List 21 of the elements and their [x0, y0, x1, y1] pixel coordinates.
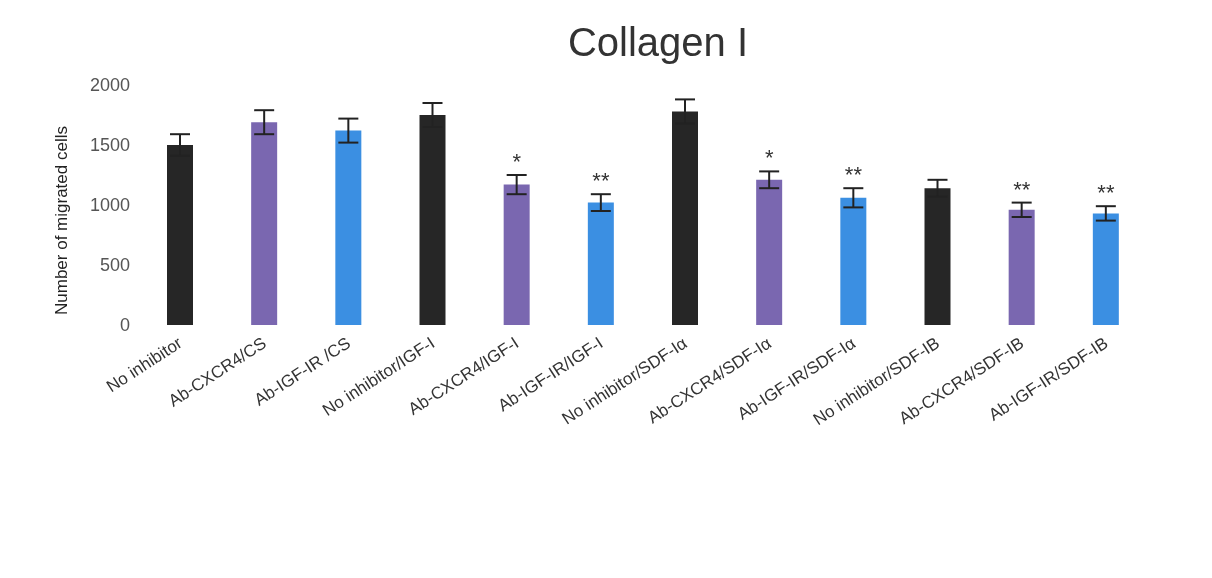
annotation: **: [1013, 176, 1031, 202]
bar: [503, 184, 530, 325]
annotation: **: [1097, 180, 1115, 206]
bar: [1092, 213, 1119, 325]
y-tick-label: 2000: [89, 75, 130, 96]
annotation: *: [512, 149, 522, 174]
chart-title: Collagen I: [566, 20, 750, 65]
bar: [756, 179, 783, 325]
y-tick-label: 0: [119, 315, 130, 336]
annotation: **: [844, 162, 863, 188]
annotation: *: [764, 145, 774, 171]
bar: [587, 202, 614, 325]
y-tick-label: 500: [99, 255, 130, 276]
y-tick-label: 1000: [89, 195, 130, 216]
y-tick-label: 1500: [89, 135, 130, 156]
y-axis-title: Number of migrated cells: [52, 126, 72, 315]
bar: [840, 197, 867, 325]
bar: [1008, 209, 1035, 325]
annotation: **: [592, 168, 610, 194]
bar: [251, 122, 278, 325]
bar: [335, 130, 362, 325]
